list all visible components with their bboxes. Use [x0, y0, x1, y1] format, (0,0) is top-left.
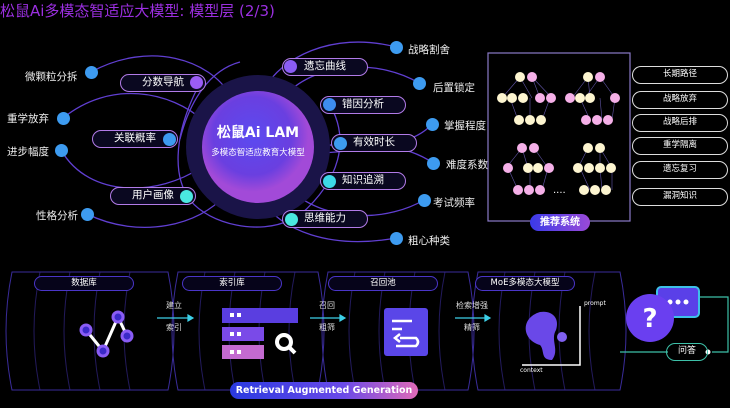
outer-node: 微颗粒分拆 — [25, 71, 78, 83]
moe-model-icon — [522, 306, 581, 366]
outer-node: 重学放弃 — [7, 113, 49, 125]
node-thinking-ability: 思维能力 — [282, 210, 368, 228]
node-forgetting-curve: 遗忘曲线 — [282, 58, 368, 76]
outer-node: 粗心种类 — [408, 235, 450, 247]
ellipsis: .... — [553, 185, 566, 196]
arrow-label: 粗筛 — [319, 323, 335, 332]
outer-node: 战略割舍 — [408, 44, 450, 56]
node-error-analysis: 错因分析 — [320, 96, 406, 114]
node-score-navigation: 分数导航 — [120, 74, 206, 92]
arrow-label: 建立 — [166, 301, 182, 310]
chat-icon: ? — [626, 286, 700, 342]
arrow-label: 召回 — [319, 301, 335, 310]
node-user-profile: 用户画像 — [110, 187, 196, 205]
axis-x-label: context — [520, 367, 543, 374]
node-knowledge-tracing: 知识追溯 — [320, 172, 406, 190]
rag-banner: Retrieval Augmented Generation — [230, 382, 418, 399]
outer-node: 性格分析 — [36, 210, 78, 222]
center-title: 松鼠Ai LAM — [216, 125, 300, 141]
svg-text:?: ? — [642, 304, 657, 334]
stage-moe-model: MoE多模态大模型 — [475, 276, 575, 291]
output-item: 漏洞知识 — [632, 188, 728, 206]
recommend-system-label: 推荐系统 — [530, 214, 590, 231]
neural-nodes — [497, 72, 620, 195]
outer-node: 掌握程度 — [444, 120, 486, 132]
arrow-label: 索引 — [166, 323, 182, 332]
output-item: 长期路径 — [632, 66, 728, 84]
graph-icon — [79, 310, 134, 358]
node-association-probability: 关联概率 — [92, 130, 178, 148]
index-server-icon — [222, 308, 298, 359]
output-item: 遗忘复习 — [632, 161, 728, 179]
stage-index: 索引库 — [182, 276, 282, 291]
center-subtitle: 多模态智适应教育大模型 — [211, 148, 305, 158]
outer-node: 考试频率 — [433, 197, 475, 209]
node-effective-duration: 有效时长 — [331, 134, 417, 152]
recall-doc-icon — [384, 308, 428, 356]
axis-y-label: prompt — [584, 300, 606, 307]
output-item: 重学隔离 — [632, 137, 728, 155]
outer-node: 进步幅度 — [7, 146, 49, 158]
output-item: 战略后排 — [632, 114, 728, 132]
outer-node: 难度系数 — [446, 159, 488, 171]
stage-recall-pool: 召回池 — [328, 276, 438, 291]
arrow-label: 检索增强 — [456, 301, 488, 310]
arrow-label: 精筛 — [464, 323, 480, 332]
stage-database: 数据库 — [34, 276, 134, 291]
outer-node: 后置锁定 — [433, 82, 475, 94]
page-title: 松鼠Ai多模态智适应大模型: 模型层 (2/3) — [0, 2, 275, 20]
qa-button[interactable]: 问答 — [666, 343, 708, 361]
output-item: 战略放弃 — [632, 91, 728, 109]
